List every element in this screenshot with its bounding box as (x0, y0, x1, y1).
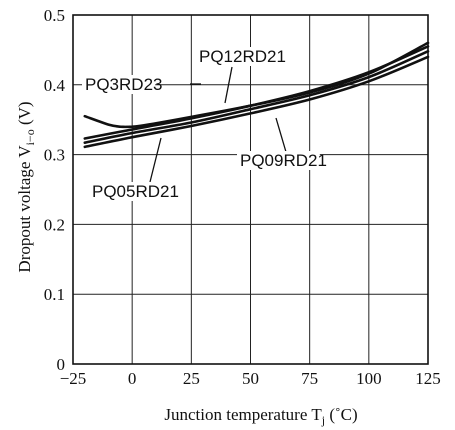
y-tick-label: 0.4 (44, 76, 66, 95)
y-tick-label: 0.3 (44, 146, 65, 165)
x-tick-label: 50 (242, 369, 259, 388)
series-label: PQ12RD21 (199, 47, 286, 66)
y-tick-label: 0 (57, 355, 66, 374)
plot-frame (72, 14, 429, 365)
series-line-2 (83, 50, 430, 144)
series-line-3 (83, 55, 430, 149)
series-line-0 (83, 41, 430, 129)
series-label-background (82, 75, 156, 94)
y-tick-label: 0.2 (44, 215, 65, 234)
y-axis-title: Dropout voltage Vi−o (V) (15, 101, 37, 272)
series-leader-line (149, 137, 162, 183)
y-tick-label: 0.5 (44, 6, 65, 25)
x-axis-title: Junction temperature Tj (˚C) (164, 405, 357, 427)
x-tick-label: −25 (60, 369, 87, 388)
series-leader-line (275, 117, 287, 153)
series-label: PQ3RD23 (85, 75, 162, 94)
series-line-1 (83, 45, 430, 140)
series-label: PQ09RD21 (240, 151, 327, 170)
series-label-background (237, 151, 320, 170)
series-label-background (196, 47, 279, 66)
x-tick-label: 0 (128, 369, 137, 388)
y-tick-label: 0.1 (44, 285, 65, 304)
x-tick-label: 100 (356, 369, 382, 388)
x-tick-label: 25 (183, 369, 200, 388)
x-tick-label: 75 (301, 369, 318, 388)
callout-layer: PQ3RD23 PQ12RD21 PQ09RD21 PQ05RD21 (82, 47, 327, 201)
series-label-background (89, 182, 172, 201)
series-leader-line (224, 66, 233, 104)
series-layer (83, 41, 430, 149)
x-tick-label: 125 (415, 369, 441, 388)
series-label: PQ05RD21 (92, 182, 179, 201)
